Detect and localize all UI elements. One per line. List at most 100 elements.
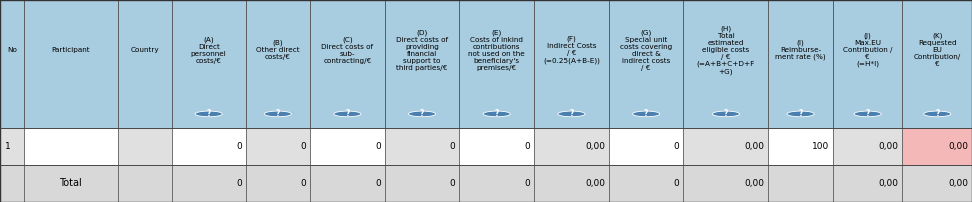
Text: (F)
Indirect Costs
/ €
(=0.25(A+B-E)): (F) Indirect Costs / € (=0.25(A+B-E)) [543, 36, 600, 64]
Bar [534, 128, 608, 165]
Text: ?: ? [865, 109, 870, 118]
Bar [0, 128, 23, 165]
Bar [608, 128, 683, 165]
Text: 0: 0 [525, 179, 530, 188]
Bar [683, 165, 769, 202]
Bar [534, 165, 608, 202]
Text: 0: 0 [674, 179, 679, 188]
Circle shape [408, 111, 435, 117]
Text: (K)
Requested
EU
Contribution/
€: (K) Requested EU Contribution/ € [914, 33, 961, 67]
Text: 0,00: 0,00 [745, 142, 765, 151]
Bar [385, 165, 460, 202]
Text: 0: 0 [300, 142, 306, 151]
Text: (G)
Special unit
costs covering
direct &
indirect costs
/ €: (G) Special unit costs covering direct &… [620, 29, 673, 71]
Bar [460, 165, 534, 202]
Bar [172, 0, 246, 128]
Bar [833, 0, 902, 128]
Circle shape [854, 111, 882, 117]
Text: ?: ? [495, 109, 499, 118]
Text: 0,00: 0,00 [948, 179, 968, 188]
Bar [534, 0, 608, 128]
Text: 0,00: 0,00 [948, 142, 968, 151]
Text: 0,00: 0,00 [879, 179, 898, 188]
Text: 0: 0 [236, 179, 242, 188]
Text: 0: 0 [674, 142, 679, 151]
Bar [902, 0, 972, 128]
Text: ?: ? [206, 109, 211, 118]
Bar [310, 0, 385, 128]
Bar [172, 128, 246, 165]
Bar [608, 0, 683, 128]
Text: (C)
Direct costs of
sub-
contracting/€: (C) Direct costs of sub- contracting/€ [322, 36, 373, 64]
Text: ?: ? [345, 109, 350, 118]
Circle shape [195, 111, 223, 117]
Bar [246, 0, 310, 128]
Bar [833, 165, 902, 202]
Bar [172, 165, 246, 202]
Circle shape [483, 111, 510, 117]
Text: 0: 0 [375, 142, 381, 151]
Text: (H)
Total
estimated
eligible costs
/ €
(=A+B+C+D+F
+G): (H) Total estimated eligible costs / € (… [697, 25, 755, 75]
Bar [385, 0, 460, 128]
Text: 100: 100 [812, 142, 829, 151]
Text: (E)
Costs of inkind
contributions
not used on the
beneficiary's
premises/€: (E) Costs of inkind contributions not us… [469, 29, 525, 71]
Bar [310, 165, 385, 202]
Text: 0: 0 [375, 179, 381, 188]
Bar [683, 0, 769, 128]
Bar [118, 0, 172, 128]
Bar [0, 0, 23, 128]
Circle shape [558, 111, 585, 117]
Bar [902, 128, 972, 165]
Text: (I)
Reimburse-
ment rate (%): (I) Reimburse- ment rate (%) [776, 39, 826, 60]
Bar [769, 0, 833, 128]
Circle shape [712, 111, 740, 117]
Bar [246, 165, 310, 202]
Text: ?: ? [643, 109, 648, 118]
Bar [118, 165, 172, 202]
Text: 0: 0 [450, 179, 456, 188]
Text: 0: 0 [525, 142, 530, 151]
Bar [460, 0, 534, 128]
Text: 0,00: 0,00 [585, 142, 605, 151]
Text: 1: 1 [5, 142, 11, 151]
Text: ?: ? [570, 109, 573, 118]
Text: 0,00: 0,00 [879, 142, 898, 151]
Bar [23, 0, 118, 128]
Bar [769, 128, 833, 165]
Bar [833, 128, 902, 165]
Text: (B)
Other direct
costs/€: (B) Other direct costs/€ [256, 40, 299, 60]
Text: 0: 0 [300, 179, 306, 188]
Text: (D)
Direct costs of
providing
financial
support to
third parties/€: (D) Direct costs of providing financial … [396, 29, 448, 71]
Text: ?: ? [724, 109, 728, 118]
Circle shape [923, 111, 951, 117]
Text: ?: ? [420, 109, 424, 118]
Bar [683, 128, 769, 165]
Text: 0: 0 [236, 142, 242, 151]
Bar [902, 165, 972, 202]
Text: No: No [7, 47, 17, 53]
Text: ?: ? [276, 109, 280, 118]
Bar [460, 128, 534, 165]
Bar [608, 165, 683, 202]
Bar [769, 165, 833, 202]
Circle shape [633, 111, 660, 117]
Bar [310, 128, 385, 165]
Text: Total: Total [59, 179, 82, 188]
Text: 0,00: 0,00 [745, 179, 765, 188]
Bar [118, 128, 172, 165]
Bar [23, 128, 118, 165]
Text: Participant: Participant [52, 47, 90, 53]
Circle shape [333, 111, 361, 117]
Bar [0, 165, 23, 202]
Text: ?: ? [798, 109, 803, 118]
Text: (J)
Max.EU
Contribution /
€
(=H*I): (J) Max.EU Contribution / € (=H*I) [843, 32, 892, 67]
Bar [246, 128, 310, 165]
Text: 0: 0 [450, 142, 456, 151]
Circle shape [264, 111, 292, 117]
Bar [385, 128, 460, 165]
Text: (A)
Direct
personnel
costs/€: (A) Direct personnel costs/€ [191, 36, 226, 64]
Text: Country: Country [130, 47, 159, 53]
Bar [23, 165, 118, 202]
Circle shape [787, 111, 815, 117]
Text: 0,00: 0,00 [585, 179, 605, 188]
